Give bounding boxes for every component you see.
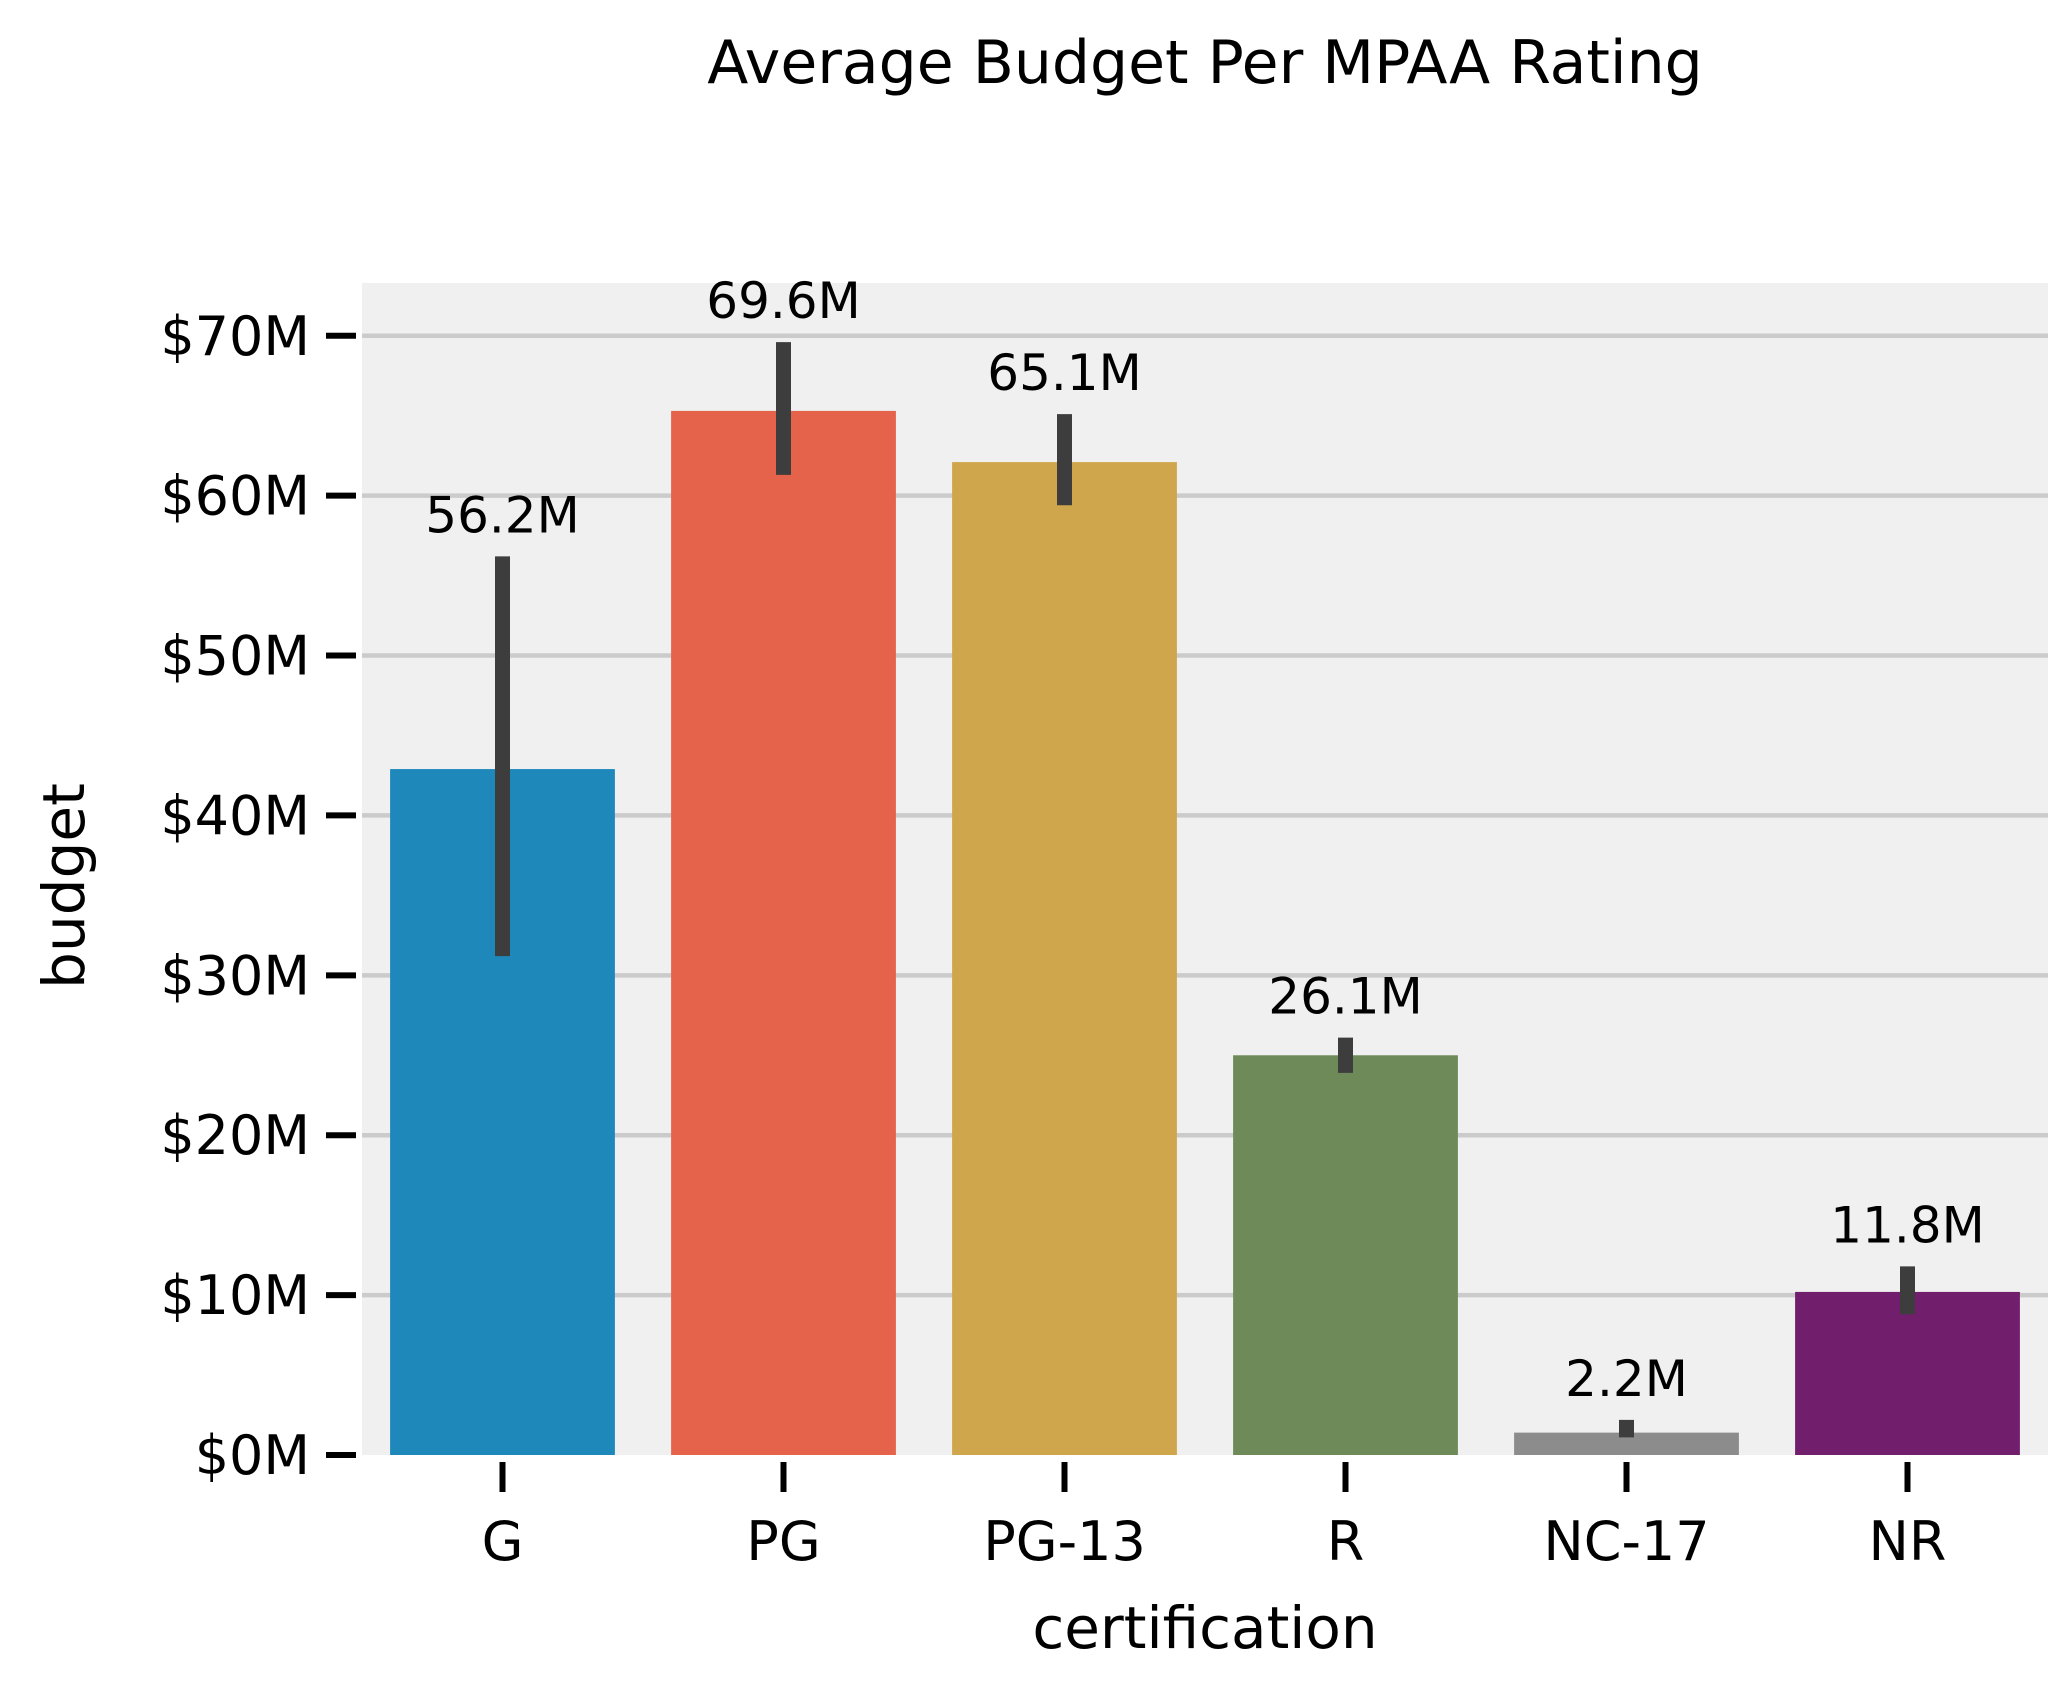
y-tick-label: $10M [160, 1264, 310, 1327]
x-axis-label: certification [1032, 1594, 1377, 1662]
x-tick-label: G [482, 1510, 524, 1573]
data-label: 26.1M [1268, 968, 1422, 1026]
x-tick-label: NC-17 [1543, 1510, 1709, 1573]
y-tick-label: $20M [160, 1104, 310, 1167]
bar-r [1233, 1055, 1458, 1455]
data-label: 69.6M [706, 272, 860, 330]
y-axis: $0M $10M $20M $30M $40M $50M $60M $70M [160, 305, 356, 1487]
data-label: 2.2M [1565, 1350, 1688, 1408]
data-label: 11.8M [1830, 1196, 1984, 1254]
data-label: 56.2M [425, 486, 579, 544]
y-tick-label: $70M [160, 305, 310, 368]
plot-background [362, 283, 2048, 1455]
x-tick-label: PG-13 [983, 1510, 1146, 1573]
error-bars [495, 342, 1915, 1438]
y-tick-label: $40M [160, 784, 310, 847]
x-tick-label: R [1327, 1510, 1365, 1573]
bar-nc-17 [1514, 1432, 1739, 1455]
x-tick-label: NR [1869, 1510, 1947, 1573]
chart-title: Average Budget Per MPAA Rating [707, 28, 1702, 98]
data-label: 65.1M [987, 344, 1141, 402]
y-tick-label: $50M [160, 625, 310, 688]
bar-pg-13 [952, 462, 1177, 1455]
y-tick-label: $60M [160, 465, 310, 528]
bar-pg [671, 410, 896, 1455]
x-tick-label: PG [746, 1510, 820, 1573]
y-tick-label: $30M [160, 944, 310, 1007]
y-tick-label: $0M [195, 1424, 310, 1487]
bar-nr [1795, 1291, 2020, 1455]
y-axis-label: budget [30, 783, 98, 989]
data-labels: 56.2M 69.6M 65.1M 26.1M 2.2M 11.8M [425, 272, 1984, 1408]
x-axis: G PG PG-13 R NC-17 NR [482, 1462, 1947, 1573]
gridlines [362, 333, 2048, 1298]
